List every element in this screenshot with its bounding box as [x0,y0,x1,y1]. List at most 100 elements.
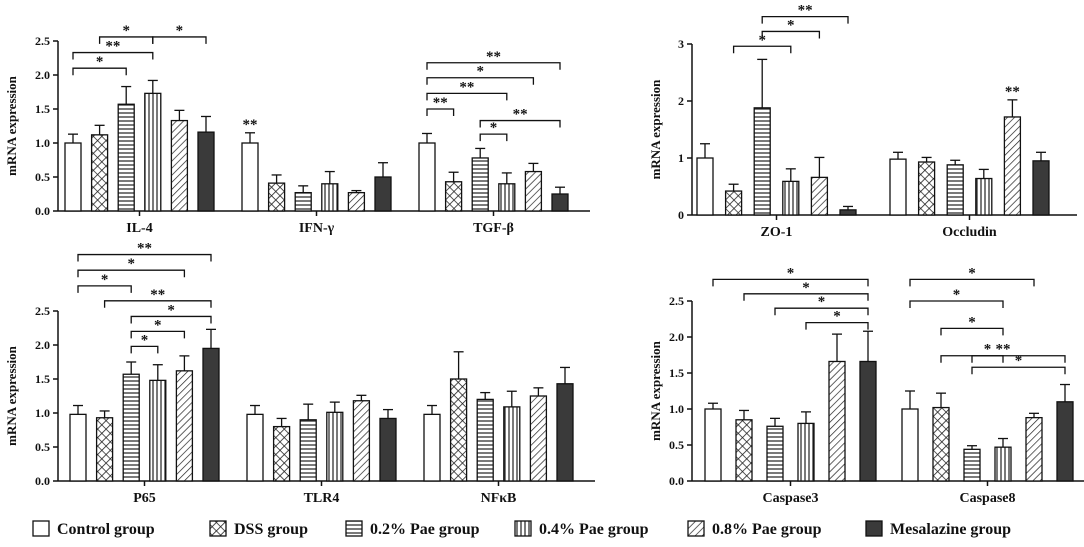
bar [994,446,1012,482]
bar [498,183,516,212]
bracket-label: * [1015,353,1023,369]
bracket-label: * [802,280,810,296]
bar [418,142,436,212]
bar [766,425,784,482]
bracket-label: * [490,120,498,136]
bracket-label: ** [105,39,120,55]
bar [696,157,714,216]
bar [267,182,286,212]
bracket-label: * [476,64,484,80]
comparison-bracket [77,269,186,278]
comparison-bracket [805,321,869,330]
legend-swatch [687,520,705,537]
comparison-bracket [971,366,1066,375]
bar [299,419,317,482]
bar [529,395,548,482]
y-tick-label: 0 [678,208,684,222]
bar [524,170,543,212]
comparison-bracket [130,315,212,324]
comparison-bracket [761,15,849,24]
y-tick-label: 0.0 [35,204,50,218]
category-label: ZO-1 [761,225,793,240]
bracket-label: ** [486,49,501,65]
y-tick-label: 0.0 [35,474,50,488]
comparison-bracket [72,67,127,76]
bar [859,360,877,482]
category-label: IFN-γ [299,221,335,236]
bar [828,360,846,482]
bar [64,142,82,212]
bracket-label: * [984,342,992,358]
bracket-label: * [167,302,175,318]
bracket-label: * [968,265,976,281]
bar [379,417,397,482]
bracket-label: ** [150,287,165,303]
y-tick-label: 1 [678,151,684,165]
y-axis-label: mRNA expression [648,340,663,441]
bar [294,191,312,212]
bar [246,413,264,482]
bar [556,383,574,482]
category-label: Occludin [942,225,997,240]
bracket-label: * [122,23,130,39]
comparison-bracket [77,253,212,262]
bar [202,347,220,482]
bracket-label: * [787,17,795,33]
bracket-label: * [96,54,104,70]
bar [321,183,339,212]
chart-panel-bottom-right: 0.0 0.5 1.0 1.5 2.0 2.5 mRNA expression Caspase… [648,265,1084,506]
comparison-bracket [909,278,1035,287]
bar [963,448,981,482]
bar [753,107,771,216]
bar [551,193,569,212]
bracket-label: * [953,287,961,303]
bar [1003,116,1022,216]
bar [197,131,215,212]
bar [122,373,140,482]
legend-swatch [32,520,50,537]
comparison-bracket [479,119,561,128]
bar [69,413,87,482]
category-label: Caspase8 [959,491,1015,506]
chart-panel-bottom-left: 0.0 0.5 1.0 1.5 2.0 2.5 mRNA expression P65 TLR4… [4,241,595,506]
bracket-label: * [758,32,766,48]
bar [449,378,468,482]
chart-panel-top-left: 0.0 0.5 1.0 1.5 2.0 2.5 mRNA expression IL-4 IFN… [4,23,590,236]
category-label: IL-4 [126,221,152,236]
y-tick-label: 0.0 [669,474,684,488]
bar [503,406,521,482]
bar [724,190,743,216]
panels: 0.0 0.5 1.0 1.5 2.0 2.5 mRNA expression IL-4 IFN… [4,3,1084,506]
bar [476,398,494,482]
category-label: TGF-β [473,221,514,236]
comparison-bracket [426,77,535,85]
comparison-bracket [479,133,508,142]
comparison-bracket [426,92,508,101]
bar [932,406,950,482]
y-tick-label: 1.0 [35,136,50,150]
legend-swatch [514,520,532,537]
bar [946,164,964,216]
bar [352,400,371,482]
comparison-bracket [426,108,455,116]
legend-swatch [345,520,363,537]
legend: Control group DSS group 0.2% Pae group 0.4%… [32,520,1011,538]
y-tick-label: 1.5 [35,372,50,386]
comparison-bracket [712,278,869,287]
bar [735,419,753,482]
comparison-bracket [774,307,869,316]
bracket-label: * [127,256,135,272]
y-tick-label: 0.5 [669,438,684,452]
comparison-bracket [103,300,212,308]
bracket-label: ** [459,79,474,95]
comparison-bracket [732,45,792,54]
bar [839,209,857,216]
legend-label: 0.8% Pae group [712,521,822,538]
bar [1032,160,1050,216]
comparison-bracket [940,327,1004,336]
y-tick-label: 1.0 [35,406,50,420]
bracket-label: ** [137,241,152,257]
bar [889,158,907,216]
bracket-label: * [818,294,826,310]
